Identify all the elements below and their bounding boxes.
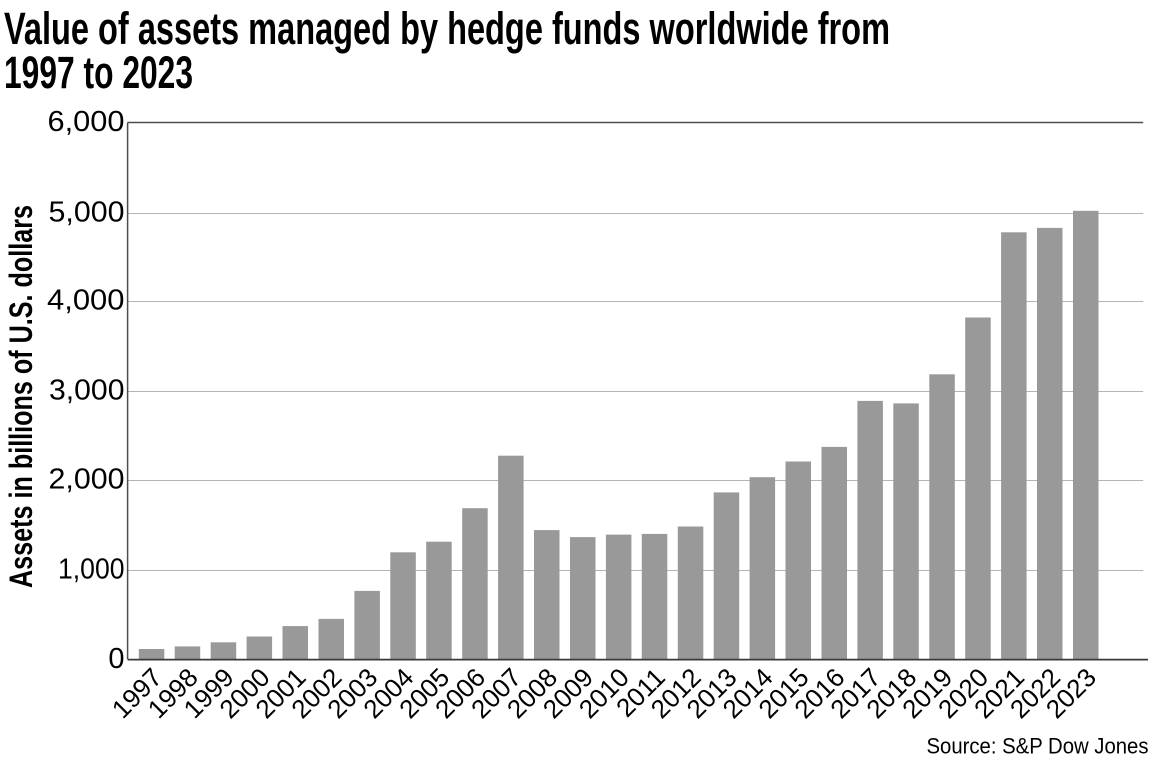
svg-text:Source: S&P Dow Jones: Source: S&P Dow Jones [927,734,1149,759]
svg-text:5,000: 5,000 [49,197,125,229]
svg-text:1,000: 1,000 [58,554,125,586]
svg-text:2,000: 2,000 [49,464,125,496]
svg-text:Assets in billions of U.S. dol: Assets in billions of U.S. dollars [3,205,39,588]
svg-text:0: 0 [108,643,124,675]
svg-text:1997 to 2023: 1997 to 2023 [4,47,193,98]
svg-text:3,000: 3,000 [49,375,124,407]
svg-text:6,000: 6,000 [48,106,125,138]
svg-text:4,000: 4,000 [47,285,125,317]
svg-text:Value of assets managed by hed: Value of assets managed by hedge funds w… [4,3,890,54]
